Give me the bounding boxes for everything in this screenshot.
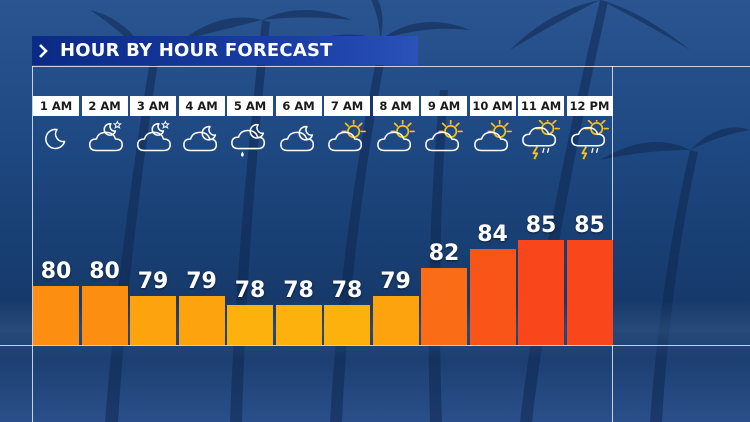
frame-line-top (32, 66, 750, 67)
frame-line-left (32, 66, 33, 422)
temperature-value: 80 (89, 259, 120, 285)
temperature-value: 85 (574, 212, 605, 238)
cloud-sun-icon (375, 119, 417, 160)
forecast-column: 6 AM 78 (275, 96, 322, 345)
hour-label: 11 AM (518, 96, 564, 116)
hour-label: 7 AM (324, 96, 370, 116)
moon-icon (35, 120, 77, 160)
forecast-column: 9 AM 82 (421, 96, 467, 345)
temperature-bar (275, 305, 322, 345)
hour-label: 12 PM (566, 96, 613, 116)
cloud-moon-star-icon (84, 120, 126, 160)
temperature-bar (324, 305, 370, 345)
cloud-sun-icon (326, 119, 368, 160)
forecast-column: 7 AM 78 (324, 96, 370, 345)
temperature-bar (81, 286, 128, 345)
temperature-value: 79 (137, 268, 169, 294)
temperature-value: 78 (234, 278, 266, 303)
temperature-bar (227, 305, 273, 345)
temperature-value: 78 (283, 278, 314, 303)
title-bar: HOUR BY HOUR FORECAST (32, 36, 418, 65)
temperature-bar (566, 239, 613, 345)
hour-label: 5 AM (227, 96, 273, 116)
temperature-bar (469, 249, 516, 345)
temperature-value: 78 (331, 278, 363, 303)
frame-line-bottom (0, 345, 750, 346)
temperature-bar (372, 295, 419, 345)
hour-label: 8 AM (372, 96, 419, 116)
hour-label: 4 AM (178, 96, 225, 116)
forecast-column: 8 AM 79 (372, 96, 419, 345)
hour-label: 2 AM (81, 96, 128, 116)
temperature-bar (33, 286, 79, 345)
cloud-moon-star-icon (132, 120, 174, 160)
hour-label: 6 AM (275, 96, 322, 116)
temperature-bar (518, 239, 564, 345)
temperature-value: 82 (428, 240, 460, 266)
cloud-moon-rain-icon (229, 120, 271, 160)
hour-label: 3 AM (130, 96, 176, 116)
forecast-column: 4 AM 79 (178, 96, 225, 345)
temperature-value: 80 (40, 259, 72, 285)
temperature-value: 79 (186, 268, 217, 294)
forecast-column: 3 AM 79 (130, 96, 176, 345)
hour-label: 9 AM (421, 96, 467, 116)
cloud-sun-icon (423, 119, 465, 160)
temperature-value: 79 (380, 268, 411, 294)
cloud-sun-icon (472, 119, 514, 160)
temperature-bar (130, 295, 176, 345)
page-title: HOUR BY HOUR FORECAST (60, 40, 333, 61)
temperature-value: 84 (477, 222, 508, 248)
temperature-value: 85 (525, 212, 557, 238)
temperature-bar (421, 267, 467, 345)
hour-label: 1 AM (33, 96, 79, 116)
thunderstorm-sun-icon (569, 116, 611, 160)
cloud-moon-icon (181, 120, 223, 160)
forecast-column: 10 AM 84 (469, 96, 516, 345)
forecast-column: 12 PM 85 (566, 96, 613, 345)
frame-line-right (612, 66, 613, 422)
forecast-column: 11 AM 85 (518, 96, 564, 345)
forecast-column: 5 AM 78 (227, 96, 273, 345)
hour-label: 10 AM (469, 96, 516, 116)
forecast-column: 1 AM 80 (33, 96, 79, 345)
thunderstorm-sun-icon (520, 116, 562, 160)
temperature-bar (178, 295, 225, 345)
cloud-moon-icon (278, 120, 320, 160)
chevron-right-icon (32, 36, 54, 65)
forecast-column: 2 AM 80 (81, 96, 128, 345)
